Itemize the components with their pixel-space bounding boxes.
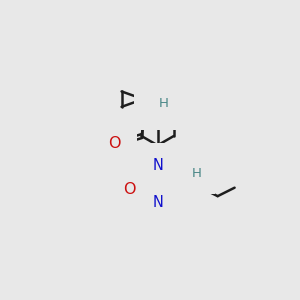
Text: H: H bbox=[158, 97, 168, 110]
Text: N: N bbox=[148, 97, 159, 112]
Text: O: O bbox=[123, 182, 135, 197]
Text: N: N bbox=[152, 101, 163, 116]
Text: N: N bbox=[179, 175, 190, 190]
Text: O: O bbox=[108, 136, 121, 151]
Text: N: N bbox=[152, 158, 163, 173]
Text: N: N bbox=[152, 195, 163, 210]
Text: H: H bbox=[191, 167, 201, 180]
